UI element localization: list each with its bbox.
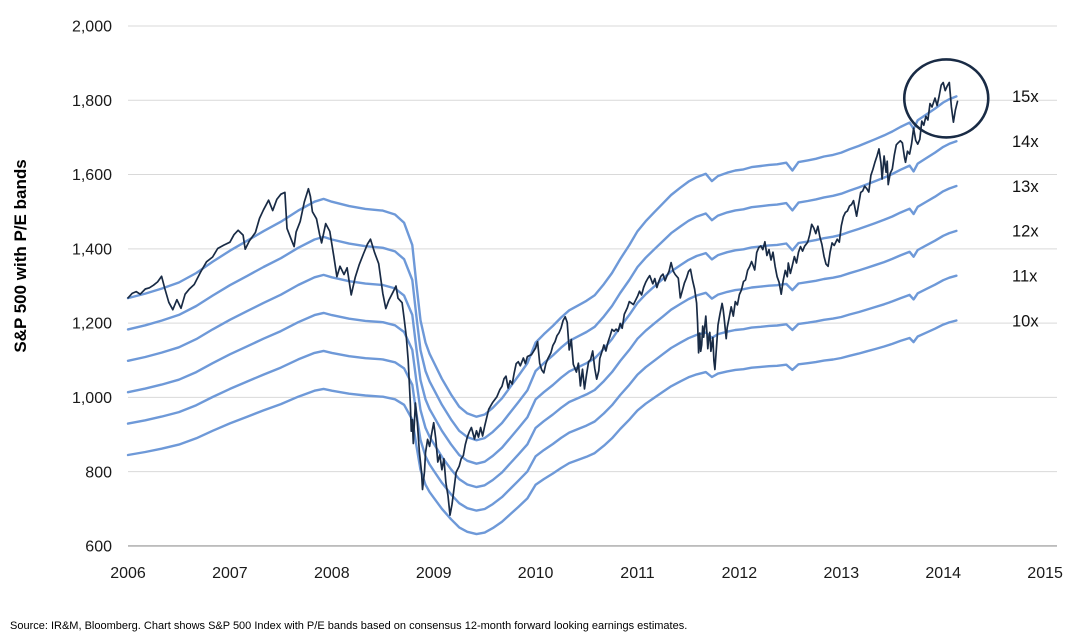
y-axis-title: S&P 500 with P/E bands (11, 159, 30, 352)
x-tick-label: 2010 (518, 565, 554, 582)
y-tick-label: 1,800 (72, 93, 112, 110)
x-tick-label: 2012 (722, 565, 758, 582)
y-tick-label: 800 (85, 464, 112, 481)
chart-layers: 600 800 1,000 1,200 1,400 1,600 1,800 2,000 2006… (72, 19, 1063, 582)
x-tick-label: 2013 (824, 565, 860, 582)
x-tick-label: 2014 (925, 565, 961, 582)
x-tick-label: 2007 (212, 565, 248, 582)
x-tick-label: 2008 (314, 565, 350, 582)
pe-band-line-12x (126, 229, 958, 489)
x-tick-label: 2006 (110, 565, 146, 582)
pe-band-line-10x (126, 319, 958, 536)
pe-band-label-11x: 11x (1012, 267, 1038, 285)
pe-band-line-13x (126, 184, 958, 465)
pe-band-label-13x: 13x (1012, 178, 1039, 196)
y-tick-label: 2,000 (72, 19, 112, 36)
sp500-price-line (127, 81, 959, 516)
pe-band-label-14x: 14x (1012, 133, 1039, 151)
y-tick-label: 1,000 (72, 390, 112, 407)
y-tick-label: 1,400 (72, 241, 112, 258)
x-tick-label: 2011 (620, 565, 655, 582)
y-tick-label: 1,600 (72, 167, 112, 184)
source-note: Source: IR&M, Bloomberg. Chart shows S&P… (10, 620, 687, 632)
y-tick-label: 600 (85, 539, 112, 556)
pe-band-line-14x (126, 140, 958, 442)
x-tick-label: 2015 (1027, 565, 1063, 582)
x-tick-label: 2009 (416, 565, 452, 582)
pe-band-line-15x (126, 95, 958, 418)
pe-band-line-11x (126, 274, 958, 512)
y-tick-label: 1,200 (72, 316, 112, 333)
highlight-circle (902, 58, 990, 139)
pe-band-label-15x: 15x (1012, 88, 1039, 106)
pe-band-label-10x: 10x (1012, 312, 1039, 330)
pe-band-label-12x: 12x (1012, 223, 1039, 241)
